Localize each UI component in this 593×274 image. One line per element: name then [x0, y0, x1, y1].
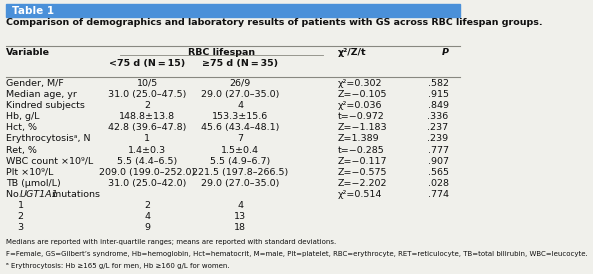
Text: RBC lifespan: RBC lifespan — [188, 48, 255, 57]
Text: <75 d (N = 15): <75 d (N = 15) — [109, 59, 186, 68]
Text: Median age, yr: Median age, yr — [6, 90, 77, 99]
Text: .849: .849 — [428, 101, 449, 110]
Text: 4: 4 — [237, 201, 243, 210]
Text: ≥75 d (N = 35): ≥75 d (N = 35) — [202, 59, 278, 68]
Text: 4: 4 — [237, 101, 243, 110]
Text: Hct, %: Hct, % — [6, 123, 37, 132]
Text: 31.0 (25.0–47.5): 31.0 (25.0–47.5) — [108, 90, 187, 99]
Text: TB (μmol/L): TB (μmol/L) — [6, 179, 60, 188]
Text: Comparison of demographics and laboratory results of patients with GS across RBC: Comparison of demographics and laborator… — [6, 18, 543, 27]
Text: t=−0.285: t=−0.285 — [337, 145, 384, 155]
Text: χ²=0.514: χ²=0.514 — [337, 190, 382, 199]
Text: UGT1A1: UGT1A1 — [19, 190, 58, 199]
Text: 31.0 (25.0–42.0): 31.0 (25.0–42.0) — [108, 179, 187, 188]
Text: 1.5±0.4: 1.5±0.4 — [221, 145, 259, 155]
Text: 148.8±13.8: 148.8±13.8 — [119, 112, 176, 121]
Text: 4: 4 — [144, 212, 151, 221]
Text: .582: .582 — [428, 79, 449, 88]
Text: .907: .907 — [428, 157, 449, 165]
Text: 29.0 (27.0–35.0): 29.0 (27.0–35.0) — [201, 90, 279, 99]
Text: Gender, M/F: Gender, M/F — [6, 79, 64, 88]
Text: .336: .336 — [428, 112, 449, 121]
Text: 2: 2 — [18, 212, 24, 221]
Text: 10/5: 10/5 — [137, 79, 158, 88]
Text: Z=−1.183: Z=−1.183 — [337, 123, 387, 132]
Text: 2: 2 — [144, 201, 151, 210]
Text: 18: 18 — [234, 223, 246, 232]
Text: χ²=0.302: χ²=0.302 — [337, 79, 382, 88]
Text: 29.0 (27.0–35.0): 29.0 (27.0–35.0) — [201, 179, 279, 188]
Text: Medians are reported with inter-quartile ranges; means are reported with standar: Medians are reported with inter-quartile… — [6, 239, 336, 245]
Text: 42.8 (39.6–47.8): 42.8 (39.6–47.8) — [108, 123, 187, 132]
Text: Table 1: Table 1 — [12, 6, 54, 16]
Text: 1.4±0.3: 1.4±0.3 — [128, 145, 167, 155]
Text: No.: No. — [6, 190, 25, 199]
Text: Erythrocytosisᵃ, N: Erythrocytosisᵃ, N — [6, 135, 91, 143]
Text: 7: 7 — [237, 135, 243, 143]
Text: 9: 9 — [144, 223, 151, 232]
Text: Hb, g/L: Hb, g/L — [6, 112, 40, 121]
Text: ᵃ Erythrocytosis: Hb ≥165 g/L for men, Hb ≥160 g/L for women.: ᵃ Erythrocytosis: Hb ≥165 g/L for men, H… — [6, 262, 229, 269]
Text: 26/9: 26/9 — [229, 79, 251, 88]
Text: .237: .237 — [428, 123, 449, 132]
Text: Z=1.389: Z=1.389 — [337, 135, 379, 143]
Text: .239: .239 — [428, 135, 449, 143]
Text: 153.3±15.6: 153.3±15.6 — [212, 112, 268, 121]
Text: Z=−0.575: Z=−0.575 — [337, 168, 387, 177]
Text: χ²=0.036: χ²=0.036 — [337, 101, 382, 110]
Text: 5.5 (4.4–6.5): 5.5 (4.4–6.5) — [117, 157, 177, 165]
Text: Plt ×10⁹/L: Plt ×10⁹/L — [6, 168, 53, 177]
Text: .777: .777 — [428, 145, 449, 155]
Text: 1: 1 — [18, 201, 24, 210]
Text: .915: .915 — [428, 90, 449, 99]
Text: Z=−2.202: Z=−2.202 — [337, 179, 387, 188]
Text: Ret, %: Ret, % — [6, 145, 37, 155]
Text: 5.5 (4.9–6.7): 5.5 (4.9–6.7) — [210, 157, 270, 165]
Text: 221.5 (197.8–266.5): 221.5 (197.8–266.5) — [192, 168, 288, 177]
Text: 3: 3 — [18, 223, 24, 232]
Text: WBC count ×10⁹/L: WBC count ×10⁹/L — [6, 157, 93, 165]
Text: Variable: Variable — [6, 48, 50, 57]
Text: 13: 13 — [234, 212, 246, 221]
Text: Z=−0.105: Z=−0.105 — [337, 90, 387, 99]
Text: 1: 1 — [144, 135, 151, 143]
Text: F=Female, GS=Gilbert’s syndrome, Hb=hemoglobin, Hct=hematocrit, M=male, Plt=plat: F=Female, GS=Gilbert’s syndrome, Hb=hemo… — [6, 251, 588, 257]
Text: 209.0 (199.0–252.0): 209.0 (199.0–252.0) — [99, 168, 196, 177]
Text: Kindred subjects: Kindred subjects — [6, 101, 85, 110]
Text: P: P — [442, 48, 449, 57]
Text: .774: .774 — [428, 190, 449, 199]
Text: mutations: mutations — [49, 190, 100, 199]
Bar — [6, 4, 460, 17]
Text: .028: .028 — [428, 179, 449, 188]
Text: .565: .565 — [428, 168, 449, 177]
Text: t=−0.972: t=−0.972 — [337, 112, 384, 121]
Text: 2: 2 — [144, 101, 151, 110]
Text: Z=−0.117: Z=−0.117 — [337, 157, 387, 165]
Text: χ²/Z/t: χ²/Z/t — [337, 48, 366, 57]
Text: 45.6 (43.4–48.1): 45.6 (43.4–48.1) — [201, 123, 279, 132]
